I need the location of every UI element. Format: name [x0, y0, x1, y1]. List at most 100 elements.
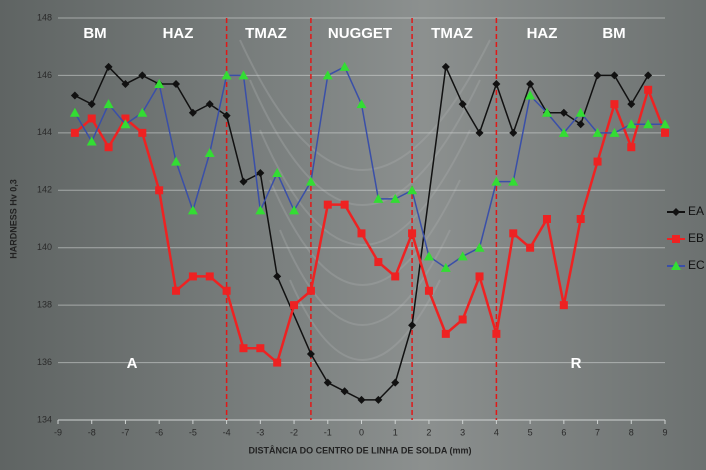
- x-tick-label: -3: [256, 427, 264, 437]
- weld-pattern: [239, 39, 491, 361]
- data-point: [525, 90, 536, 100]
- data-point: [172, 80, 181, 89]
- data-point: [575, 107, 586, 117]
- y-tick-label: 148: [37, 12, 52, 22]
- data-point: [121, 114, 130, 123]
- data-point: [593, 71, 602, 80]
- data-point: [306, 349, 315, 358]
- data-point: [610, 100, 619, 109]
- x-tick-label: -5: [189, 427, 197, 437]
- data-point: [239, 344, 248, 353]
- data-point: [576, 120, 585, 129]
- y-tick-label: 142: [37, 185, 52, 195]
- x-tick-label: -7: [121, 427, 129, 437]
- data-point: [69, 107, 80, 117]
- data-point: [593, 157, 602, 166]
- data-point: [172, 286, 181, 295]
- data-point: [558, 127, 569, 137]
- x-axis-label: DISTÂNCIA DO CENTRO DE LINHA DE SOLDA (m…: [248, 444, 471, 455]
- y-tick-label: 136: [37, 357, 52, 367]
- zone-label: HAZ: [527, 25, 558, 42]
- data-point: [391, 378, 400, 387]
- data-point: [441, 62, 450, 71]
- x-tick-label: -9: [54, 427, 62, 437]
- data-point: [256, 169, 265, 178]
- data-point: [290, 301, 299, 310]
- data-point: [357, 395, 366, 404]
- data-point: [508, 176, 519, 186]
- data-point: [188, 108, 197, 117]
- data-point: [576, 215, 585, 223]
- data-point: [322, 70, 333, 80]
- data-point: [627, 100, 636, 109]
- data-point: [424, 286, 433, 295]
- series-line: [74, 65, 665, 269]
- data-point: [492, 80, 501, 89]
- data-point: [374, 258, 383, 267]
- data-point: [660, 119, 670, 129]
- data-point: [627, 143, 636, 152]
- data-point: [390, 193, 401, 203]
- data-point: [356, 99, 367, 109]
- data-point: [475, 272, 484, 281]
- data-point: [542, 215, 551, 223]
- data-point: [305, 176, 316, 186]
- data-point: [339, 61, 350, 71]
- data-point: [559, 108, 568, 117]
- x-tick-label: 7: [595, 427, 600, 437]
- x-tick-label: 2: [426, 427, 431, 437]
- data-point: [644, 71, 653, 80]
- data-point: [340, 387, 349, 396]
- data-point: [509, 229, 518, 238]
- data-point: [104, 62, 113, 71]
- data-point: [626, 119, 637, 129]
- x-tick-label: -4: [223, 427, 231, 437]
- data-point: [222, 286, 231, 295]
- data-point: [475, 128, 484, 137]
- data-point: [458, 100, 467, 109]
- data-point: [474, 242, 485, 252]
- data-point: [256, 344, 265, 353]
- data-point: [592, 127, 603, 137]
- data-point: [492, 329, 501, 338]
- data-point: [441, 329, 450, 338]
- x-tick-label: 9: [662, 427, 667, 437]
- data-point: [87, 114, 96, 123]
- data-point: [509, 128, 518, 137]
- zone-label: HAZ: [163, 25, 194, 42]
- data-point: [222, 111, 231, 120]
- x-tick-label: 4: [494, 427, 499, 437]
- zone-label: TMAZ: [431, 25, 473, 42]
- data-point: [238, 70, 249, 80]
- data-point: [138, 71, 147, 80]
- data-point: [610, 71, 619, 80]
- y-tick-label: 140: [37, 242, 52, 252]
- data-point: [86, 136, 97, 146]
- data-point: [121, 80, 130, 89]
- data-point: [155, 186, 164, 195]
- x-tick-label: 5: [528, 427, 533, 437]
- y-tick-label: 144: [37, 127, 52, 137]
- data-point: [221, 70, 232, 80]
- data-point: [559, 301, 568, 310]
- data-point: [205, 100, 214, 109]
- data-point: [491, 176, 502, 186]
- legend-marker: [671, 261, 681, 270]
- data-point: [323, 378, 332, 387]
- data-point: [408, 229, 417, 238]
- x-tick-label: -8: [88, 427, 96, 437]
- data-point: [541, 107, 552, 117]
- zone-label: NUGGET: [328, 25, 392, 42]
- data-point: [526, 243, 535, 252]
- x-tick-label: -6: [155, 427, 163, 437]
- zone-label: BM: [83, 25, 106, 42]
- data-point: [154, 79, 165, 89]
- x-tick-label: 6: [561, 427, 566, 437]
- x-tick-label: 1: [393, 427, 398, 437]
- data-point: [340, 200, 349, 209]
- data-point: [273, 272, 282, 281]
- data-point: [373, 193, 384, 203]
- data-point: [70, 128, 79, 137]
- data-point: [120, 119, 131, 129]
